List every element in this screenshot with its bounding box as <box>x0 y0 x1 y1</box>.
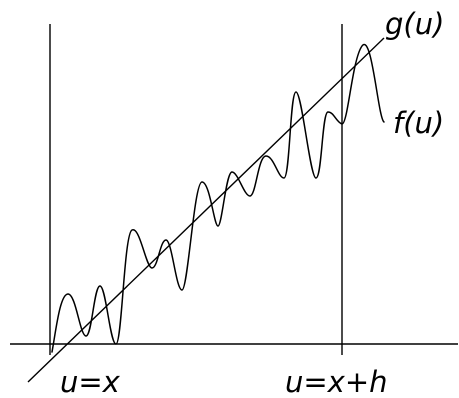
left-bound-label: u=x <box>60 365 121 398</box>
f-label: f(u) <box>393 106 444 140</box>
g-label: g(u) <box>385 7 444 41</box>
g-line <box>27 37 385 383</box>
right-bound-label: u=x+h <box>285 365 388 398</box>
f-curve <box>51 43 385 353</box>
